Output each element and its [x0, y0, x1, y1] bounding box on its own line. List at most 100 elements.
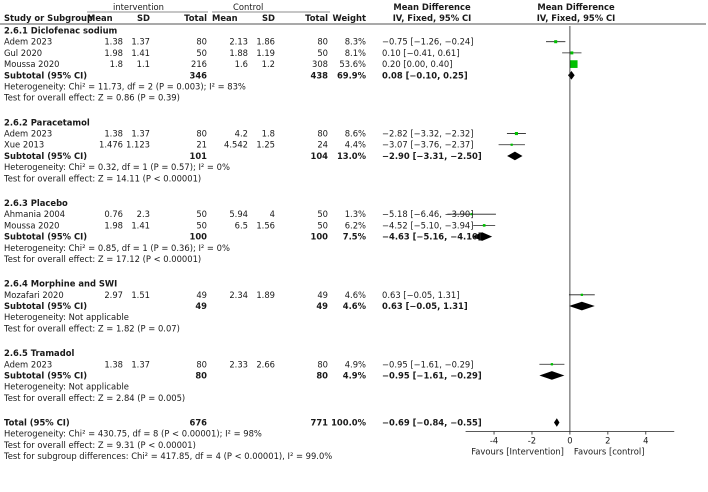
control-mean: 4.2 — [235, 129, 248, 139]
control-total: 50 — [317, 220, 328, 230]
footer-line: Test for subgroup differences: Chi² = 41… — [3, 451, 332, 461]
study-effect-marker — [569, 60, 578, 68]
intervention-sd: 1.51 — [131, 290, 150, 300]
subtotal-md-ci: 0.08 [−0.10, 0.25] — [382, 70, 468, 80]
subtotal-md-ci: −4.63 [−5.16, −4.10] — [382, 232, 482, 242]
control-mean: 1.6 — [235, 59, 248, 69]
control-total: 80 — [317, 37, 328, 47]
subtotal-label: Subtotal (95% CI) — [4, 301, 87, 311]
control-total: 80 — [317, 129, 328, 139]
control-sd: 1.2 — [262, 59, 275, 69]
study-md-ci: −5.18 [−6.46, −3.90] — [382, 209, 474, 219]
subtotal-weight: 4.6% — [343, 301, 367, 311]
subtotal-md-ci: −2.90 [−3.31, −2.50] — [382, 151, 482, 161]
footer-line: Test for overall effect: Z = 9.31 (P < 0… — [3, 440, 196, 450]
total-intervention-total: 676 — [190, 418, 208, 428]
subtotal-label: Subtotal (95% CI) — [4, 151, 87, 161]
subtotal-diamond — [568, 301, 595, 311]
intervention-mean: 0.76 — [104, 209, 123, 219]
study-effect-marker — [580, 293, 583, 296]
total-control-total: 771 — [311, 418, 329, 428]
control-mean: 4.542 — [224, 140, 248, 150]
subtotal-diamond — [539, 371, 565, 380]
table-header: intervention Control Study or Subgroup M… — [0, 2, 706, 25]
subtotal-md-ci: 0.63 [−0.05, 1.31] — [382, 301, 468, 311]
subgroup-title: 2.6.4 Morphine and SWI — [4, 279, 117, 289]
study-effect-marker — [554, 40, 558, 44]
intervention-mean: 1.8 — [110, 59, 123, 69]
subtotal-control-total: 49 — [316, 301, 328, 311]
total1-column-header: Total — [184, 13, 207, 23]
study-md-ci: 0.63 [−0.05, 1.31] — [382, 290, 459, 300]
intervention-mean: 2.97 — [104, 290, 123, 300]
plot-method: IV, Fixed, 95% CI — [537, 13, 616, 23]
study-name: Adem 2023 — [4, 37, 52, 47]
control-total: 50 — [317, 209, 328, 219]
study-md-ci: −2.82 [−3.32, −2.32] — [382, 129, 474, 139]
plot-area — [447, 26, 595, 432]
study-weight: 4.9% — [345, 359, 366, 369]
study-md-ci: 0.20 [0.00, 0.40] — [382, 59, 452, 69]
subtotal-control-total: 438 — [311, 70, 329, 80]
subtotal-intervention-total: 346 — [190, 70, 208, 80]
x-tick-label: -4 — [490, 436, 498, 446]
subgroup-title: 2.6.5 Tramadol — [4, 348, 74, 358]
subtotal-label: Subtotal (95% CI) — [4, 232, 87, 242]
control-mean: 1.88 — [229, 48, 248, 58]
sd2-column-header: SD — [262, 13, 275, 23]
intervention-sd: 1.41 — [131, 220, 150, 230]
intervention-mean: 1.98 — [104, 48, 123, 58]
subtotal-diamond — [472, 232, 493, 241]
study-md-ci: −3.07 [−3.76, −2.37] — [382, 140, 474, 150]
intervention-total: 50 — [196, 209, 207, 219]
subgroup-heterogeneity: Heterogeneity: Chi² = 0.85, df = 1 (P = … — [4, 243, 230, 253]
study-md-ci: −0.75 [−1.26, −0.24] — [382, 37, 474, 47]
subtotal-intervention-total: 49 — [195, 301, 207, 311]
intervention-sd: 1.37 — [131, 359, 150, 369]
x-tick-label: 0 — [567, 436, 572, 446]
total-label: Total (95% CI) — [4, 418, 70, 428]
study-weight: 6.2% — [345, 220, 366, 230]
intervention-mean: 1.38 — [104, 37, 123, 47]
subgroup-heterogeneity: Heterogeneity: Not applicable — [4, 312, 129, 322]
subtotal-control-total: 104 — [311, 151, 329, 161]
subtotal-intervention-total: 101 — [190, 151, 208, 161]
study-effect-marker — [470, 213, 473, 216]
control-sd: 1.56 — [256, 220, 275, 230]
subgroup-title: 2.6.1 Diclofenac sodium — [4, 26, 118, 36]
subgroup-heterogeneity: Heterogeneity: Chi² = 11.73, df = 2 (P =… — [4, 82, 246, 92]
total2-column-header: Total — [305, 13, 328, 23]
subgroup-heterogeneity: Heterogeneity: Chi² = 0.32, df = 1 (P = … — [4, 162, 230, 172]
study-weight: 8.1% — [345, 48, 366, 58]
subtotal-md-ci: −0.95 [−1.61, −0.29] — [382, 370, 482, 380]
study-name: Adem 2023 — [4, 129, 52, 139]
study-weight: 4.4% — [345, 140, 366, 150]
md-column-method: IV, Fixed, 95% CI — [393, 13, 472, 23]
control-sd: 1.89 — [256, 290, 275, 300]
md-column-title: Mean Difference — [393, 2, 471, 12]
study-name: Xue 2013 — [4, 140, 44, 150]
study-weight: 4.6% — [345, 290, 366, 300]
subgroup-heterogeneity: Heterogeneity: Not applicable — [4, 382, 129, 392]
study-name: Mozafari 2020 — [4, 290, 64, 300]
control-sd: 1.86 — [256, 37, 275, 47]
control-mean: 5.94 — [229, 209, 248, 219]
subgroup-overall-effect: Test for overall effect: Z = 17.12 (P < … — [3, 254, 201, 264]
study-name: Adem 2023 — [4, 359, 52, 369]
control-sd: 1.25 — [256, 140, 275, 150]
control-mean: 2.34 — [229, 290, 248, 300]
control-total: 24 — [317, 140, 328, 150]
subtotal-diamond — [568, 71, 575, 80]
study-weight: 8.6% — [345, 129, 366, 139]
footer-line: Heterogeneity: Chi² = 430.75, df = 8 (P … — [4, 429, 262, 439]
mean1-column-header: Mean — [87, 13, 113, 23]
intervention-total: 80 — [196, 37, 207, 47]
intervention-sd: 2.3 — [137, 209, 150, 219]
control-mean: 2.33 — [229, 359, 248, 369]
favours-intervention-label: Favours [Intervention] — [471, 447, 564, 457]
x-tick-label: 4 — [643, 436, 648, 446]
group2-header: Control — [233, 2, 263, 12]
x-tick-label: -2 — [528, 436, 536, 446]
